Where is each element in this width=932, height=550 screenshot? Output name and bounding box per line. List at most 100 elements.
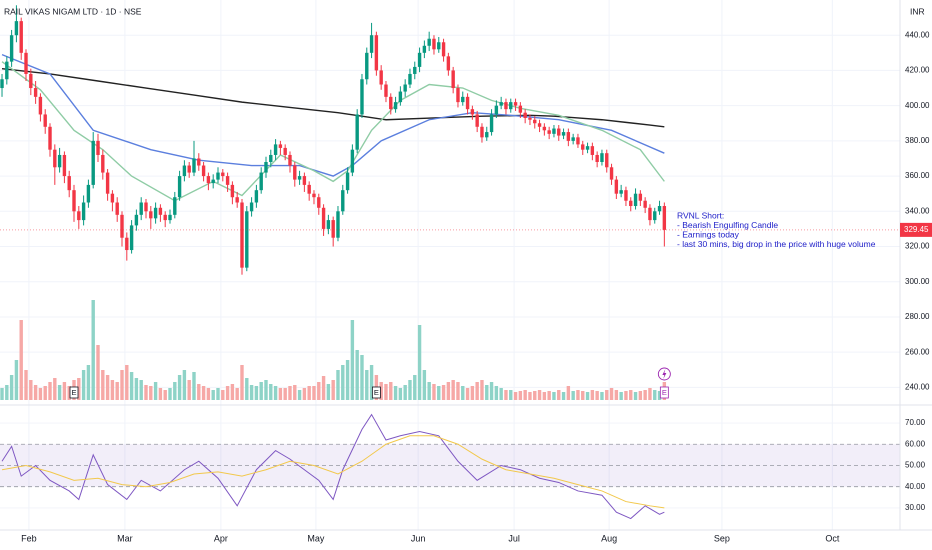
volume-bar xyxy=(379,382,383,400)
y-tick-label: 60.00 xyxy=(905,439,926,448)
candle-body xyxy=(216,172,220,180)
candle-body xyxy=(269,154,273,162)
candle-body xyxy=(105,172,110,194)
x-tick-label: Mar xyxy=(117,533,133,543)
candle-body xyxy=(187,165,191,173)
candle-body xyxy=(561,132,566,136)
volume-bar xyxy=(86,365,91,400)
candle-body xyxy=(259,172,263,191)
earnings-marker xyxy=(371,386,381,399)
candle-body xyxy=(312,193,316,198)
volume-bar xyxy=(619,392,623,400)
volume-bar xyxy=(302,388,307,400)
candle-body xyxy=(533,119,537,124)
line-series xyxy=(1,435,665,509)
volume-bar xyxy=(110,380,115,400)
volume-bar xyxy=(53,378,57,400)
candle-body xyxy=(537,123,542,127)
x-tick-label: Apr xyxy=(214,533,228,543)
candle-body xyxy=(629,200,633,207)
candle-body xyxy=(144,202,148,212)
candle-body xyxy=(389,96,393,110)
volume-bar xyxy=(48,382,52,400)
axes: Feb Mar Apr May Jun Jul Aug Sep Oct 240.00 260.00 2… xyxy=(21,30,932,543)
volume-bar xyxy=(19,320,23,400)
earnings-marker xyxy=(69,386,79,399)
earnings-label: E xyxy=(72,388,77,397)
candle-body xyxy=(585,146,590,150)
annotation-line: - Bearish Engulfing Candle xyxy=(677,220,778,230)
y-tick-label: 40.00 xyxy=(905,482,926,491)
volume-bar xyxy=(566,386,571,400)
candle-body xyxy=(441,42,446,57)
chart-title: RAIL VIKAS NIGAM LTD · 1D · NSE xyxy=(4,6,142,16)
x-tick-label: Jun xyxy=(411,533,426,543)
candle-body xyxy=(72,190,76,212)
volume-bar xyxy=(216,388,220,400)
candle-body xyxy=(465,96,470,110)
candle-body xyxy=(230,184,235,198)
volume-bar xyxy=(81,370,86,400)
volume-bar xyxy=(273,386,278,400)
volume-bar xyxy=(197,384,201,400)
volume-bar xyxy=(480,380,484,400)
volume-bar xyxy=(125,365,129,400)
volume-bar xyxy=(139,380,143,400)
candle-body xyxy=(475,114,479,127)
candle-body xyxy=(336,211,340,238)
volume-bar xyxy=(609,388,614,400)
volume-bar xyxy=(288,386,292,400)
candle-body xyxy=(278,144,283,148)
candle-body xyxy=(480,126,484,138)
line-series xyxy=(1,413,665,520)
volume-bar xyxy=(254,386,259,400)
candle-body xyxy=(120,214,124,238)
candle-body xyxy=(485,132,489,138)
x-tick-label: May xyxy=(307,533,325,543)
volume-bar xyxy=(581,391,585,400)
volume-bar xyxy=(173,382,177,400)
y-tick-label: 50.00 xyxy=(905,461,926,470)
volume-bar xyxy=(485,385,489,400)
candle-body xyxy=(369,35,374,53)
candle-body xyxy=(33,88,38,97)
candle-body xyxy=(350,149,355,173)
volume-bar xyxy=(451,380,455,400)
volume-bar xyxy=(96,345,100,400)
volume-bar xyxy=(9,375,14,400)
candle-body xyxy=(321,207,326,229)
candle-body xyxy=(211,179,215,184)
volume-bar xyxy=(422,370,427,400)
candle-body xyxy=(43,114,47,127)
candle-body xyxy=(297,176,302,180)
earnings-marker xyxy=(659,386,669,399)
event-icon-bolt xyxy=(662,369,667,379)
candle-body xyxy=(609,167,614,180)
candle-body xyxy=(360,79,364,115)
candle-body xyxy=(614,179,619,194)
candle-body xyxy=(576,137,580,145)
volume-bar xyxy=(283,388,287,400)
volume-bar xyxy=(105,375,110,400)
volume-bar xyxy=(427,382,431,400)
volume-bar xyxy=(389,382,393,400)
candle-body xyxy=(101,154,105,173)
volume-bar xyxy=(120,370,124,400)
volume-bar xyxy=(293,385,297,400)
candle-body xyxy=(139,202,143,215)
candle-body xyxy=(427,38,431,46)
volume-bar xyxy=(5,385,9,400)
candle-body xyxy=(581,144,585,150)
volume-bar xyxy=(638,391,643,400)
volume-bar xyxy=(144,385,148,400)
line-series xyxy=(1,67,665,128)
y-tick-label: 400.00 xyxy=(905,101,930,110)
volume-bar xyxy=(211,390,215,400)
volume-bar xyxy=(585,392,590,400)
candle-body xyxy=(523,112,527,118)
volume-bar xyxy=(24,370,28,400)
candle-body xyxy=(38,96,43,115)
y-tick-label: 240.00 xyxy=(905,383,930,392)
volume-bar xyxy=(221,390,225,400)
volume-bar xyxy=(355,350,359,400)
